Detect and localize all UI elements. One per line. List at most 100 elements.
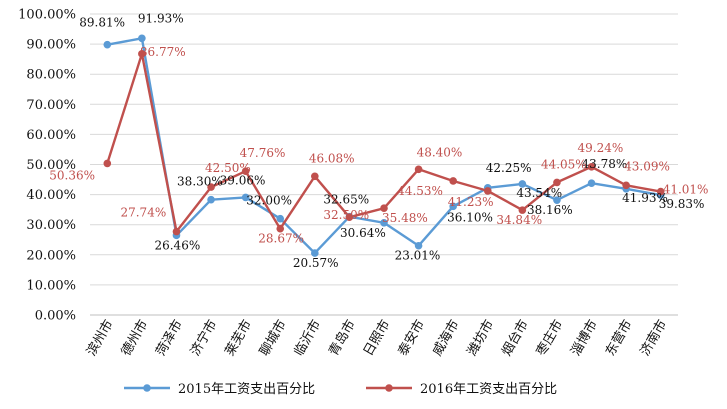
legend-label: 2016年工资支出百分比: [420, 382, 557, 397]
data-label: 44.53%: [397, 184, 443, 198]
data-label: 26.46%: [154, 238, 200, 252]
data-labels: 89.81% 91.93% 26.46% 38.30%39.06% 32.00% 20.5…: [49, 11, 708, 270]
data-label: 23.01%: [395, 249, 441, 263]
data-point: [414, 165, 423, 174]
x-category-label: 烟台市: [498, 317, 531, 359]
y-tick-label: 40.00%: [26, 188, 76, 203]
data-point: [311, 172, 319, 181]
legend-marker: [385, 384, 393, 392]
data-label: 43.78%: [582, 157, 628, 171]
data-label: 36.10%: [447, 210, 493, 224]
x-category-label: 威海市: [429, 317, 462, 359]
x-category-label: 青岛市: [326, 317, 359, 359]
x-category-label: 莱芜市: [222, 317, 255, 359]
data-point: [345, 213, 354, 221]
data-point: [138, 50, 146, 58]
y-tick-label: 70.00%: [26, 98, 76, 113]
data-point: [449, 177, 457, 185]
data-label: 89.81%: [79, 16, 125, 30]
x-category-label: 日照市: [360, 317, 393, 359]
legend-label: 2015年工资支出百分比: [178, 382, 315, 397]
data-point: [518, 180, 527, 188]
data-label: 91.93%: [138, 11, 184, 25]
data-label: 41.01%: [663, 183, 709, 197]
data-point: [553, 196, 561, 204]
data-label: 32.00%: [246, 194, 292, 208]
x-category-label: 聊城市: [256, 317, 289, 359]
data-label: 35.48%: [382, 211, 428, 225]
y-tick-label: 60.00%: [26, 128, 76, 143]
data-label: 32.50%: [323, 208, 369, 222]
legend-marker: [143, 384, 151, 392]
data-point: [241, 167, 250, 176]
data-point: [587, 162, 596, 171]
x-axis-categories: 滨州市 德州市 菏泽市 济宁市 莱芜市 聊城市 临沂市 青岛市 日照市 泰安市 威海市 潍坊市 烟台市枣…: [83, 317, 670, 359]
data-label: 43.54%: [516, 186, 562, 200]
data-point: [311, 249, 319, 257]
data-point: [207, 183, 215, 191]
data-label: 38.16%: [527, 203, 573, 217]
data-point: [380, 204, 388, 213]
y-tick-label: 50.00%: [26, 158, 76, 173]
x-category-label: 菏泽市: [153, 317, 186, 359]
data-point: [553, 178, 561, 187]
data-point: [276, 224, 285, 233]
data-label: 43.09%: [624, 159, 670, 173]
data-label: 86.77%: [140, 45, 186, 59]
data-point: [622, 181, 630, 190]
y-tick-label: 10.00%: [26, 278, 76, 293]
x-category-label: 滨州市: [83, 317, 116, 359]
data-label: 27.74%: [120, 206, 166, 220]
data-label: 32.65%: [323, 193, 369, 207]
x-category-label: 济南市: [637, 317, 670, 359]
x-category-label: 枣庄市: [533, 317, 566, 359]
x-category-label: 临沂市: [291, 317, 324, 359]
legend: 2015年工资支出百分比 2016年工资支出百分比: [124, 382, 557, 397]
y-tick-label: 20.00%: [26, 248, 76, 263]
data-point: [380, 218, 388, 227]
data-label: 34.84%: [496, 213, 542, 227]
data-label: 44.05%: [541, 157, 587, 171]
data-label: 49.24%: [578, 141, 624, 155]
series-points: [103, 34, 665, 257]
data-label: 39.06%: [220, 173, 266, 187]
data-point: [241, 193, 250, 202]
data-label: 47.76%: [240, 146, 286, 160]
data-point: [103, 159, 112, 168]
x-category-label: 德州市: [118, 317, 151, 359]
y-tick-label: 100.00%: [18, 8, 76, 23]
x-category-label: 潍坊市: [464, 317, 497, 359]
data-label: 50.36%: [49, 168, 95, 182]
y-tick-label: 90.00%: [26, 38, 76, 53]
x-category-label: 东营市: [602, 317, 635, 359]
x-category-label: 泰安市: [395, 317, 428, 359]
data-point: [483, 187, 492, 195]
y-tick-label: 0.00%: [35, 309, 76, 324]
data-point: [518, 206, 527, 214]
y-tick-label: 30.00%: [26, 218, 76, 233]
data-point: [587, 179, 596, 188]
data-point: [449, 202, 457, 211]
data-label: 41.23%: [448, 195, 494, 209]
data-label: 42.25%: [486, 161, 532, 175]
data-label: 38.30%: [177, 175, 223, 189]
y-axis-ticks: 0.00% 10.00% 20.00% 30.00% 40.00% 50.00% 60.00…: [18, 8, 76, 324]
x-category-label: 淄博市: [568, 317, 601, 359]
data-point: [207, 195, 215, 204]
x-category-label: 济宁市: [187, 317, 220, 359]
gridlines: [90, 13, 678, 316]
data-label: 46.08%: [309, 151, 355, 165]
data-point: [172, 227, 181, 236]
data-label: 28.67%: [258, 232, 304, 246]
data-label: 41.93%: [622, 191, 668, 205]
data-label: 30.64%: [340, 226, 386, 240]
data-point: [103, 40, 112, 49]
data-label: 48.40%: [417, 145, 463, 159]
data-point: [138, 34, 146, 43]
data-label: 42.50%: [205, 161, 251, 175]
data-point: [656, 187, 665, 196]
data-label: 20.57%: [293, 256, 339, 270]
data-point: [414, 241, 423, 250]
data-label: 39.83%: [659, 197, 705, 211]
